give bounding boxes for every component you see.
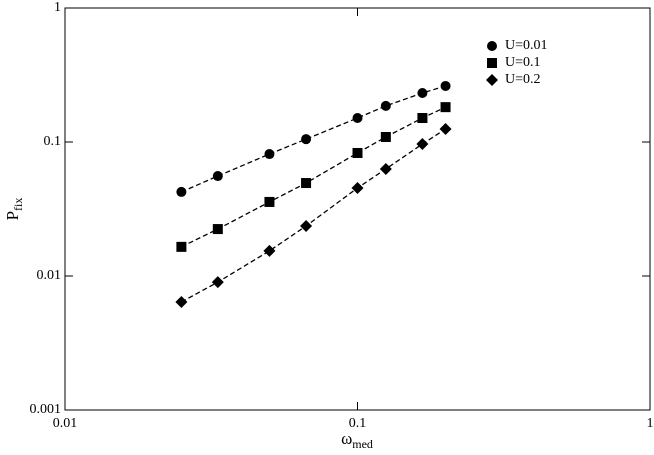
point xyxy=(417,113,428,124)
x-tick-label: 1 xyxy=(647,416,654,431)
legend-marker xyxy=(486,74,498,86)
point xyxy=(416,138,429,151)
legend-label: U=0.01 xyxy=(505,38,548,53)
x-axis-label: ωmed xyxy=(341,429,373,451)
point xyxy=(351,181,364,194)
point xyxy=(380,100,391,111)
point xyxy=(439,123,452,136)
y-tick-label: 0.01 xyxy=(37,268,62,283)
point xyxy=(379,162,392,175)
point xyxy=(212,224,223,235)
point xyxy=(440,80,451,91)
legend-marker xyxy=(487,58,497,68)
point xyxy=(352,113,363,124)
plot-frame xyxy=(64,7,651,411)
series-line xyxy=(181,128,446,303)
point xyxy=(352,147,363,158)
y-axis-label: Pfix xyxy=(3,198,25,221)
point xyxy=(417,88,428,99)
point xyxy=(440,102,451,113)
point xyxy=(212,171,223,182)
y-tick-label: 1 xyxy=(54,0,61,15)
point xyxy=(176,241,187,252)
point xyxy=(300,220,313,233)
legend-label: U=0.1 xyxy=(505,55,541,70)
x-tick-label: 0.1 xyxy=(349,416,367,431)
x-tick-label: 0.01 xyxy=(53,416,78,431)
point xyxy=(176,186,187,197)
point xyxy=(175,295,188,308)
point xyxy=(211,276,224,289)
point xyxy=(264,149,275,160)
point xyxy=(264,196,275,207)
point xyxy=(380,131,391,142)
point xyxy=(301,178,312,189)
series-line xyxy=(181,106,446,248)
point xyxy=(263,244,276,257)
y-tick-label: 0.1 xyxy=(44,134,62,149)
legend-label: U=0.2 xyxy=(505,72,541,87)
y-tick-label: 0.001 xyxy=(30,402,62,417)
series-line xyxy=(181,85,446,193)
legend-marker xyxy=(487,41,497,51)
point xyxy=(301,134,312,145)
